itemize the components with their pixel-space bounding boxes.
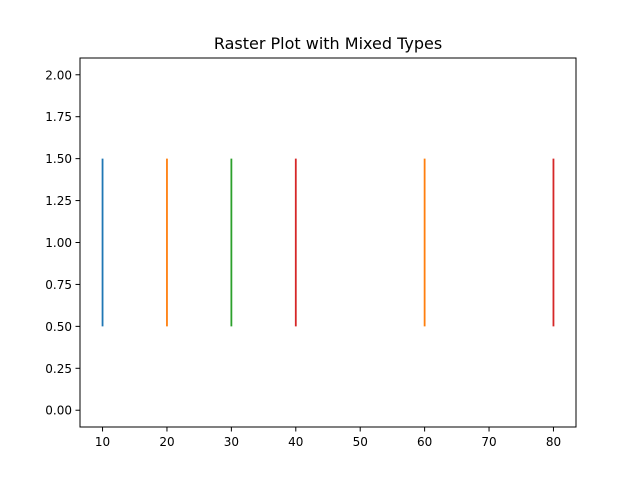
y-tick-label: 1.25 xyxy=(45,194,72,208)
events-layer xyxy=(101,158,555,327)
x-tick-label: 20 xyxy=(159,435,174,449)
y-axis: 0.00 0.25 0.50 0.75 1.00 1.25 1.50 1.75 2.00 xyxy=(45,68,80,418)
x-tick-label: 70 xyxy=(481,435,496,449)
y-tick-label: 0.50 xyxy=(45,320,72,334)
x-tick-label: 30 xyxy=(224,435,239,449)
x-tick-label: 10 xyxy=(95,435,110,449)
x-tick-label: 60 xyxy=(417,435,432,449)
y-tick-label: 1.75 xyxy=(45,110,72,124)
x-tick-label: 50 xyxy=(353,435,368,449)
y-tick-label: 1.50 xyxy=(45,152,72,166)
plot-frame xyxy=(79,57,577,428)
y-tick-label: 0.00 xyxy=(45,404,72,418)
y-tick-label: 2.00 xyxy=(45,68,72,82)
y-tick-label: 1.00 xyxy=(45,236,72,250)
x-axis: 10 20 30 40 50 60 70 80 xyxy=(95,427,561,449)
y-tick-label: 0.75 xyxy=(45,278,72,292)
x-tick-label: 80 xyxy=(546,435,561,449)
y-tick-label: 0.25 xyxy=(45,362,72,376)
x-tick-label: 40 xyxy=(288,435,303,449)
chart-title: Raster Plot with Mixed Types xyxy=(214,34,442,53)
